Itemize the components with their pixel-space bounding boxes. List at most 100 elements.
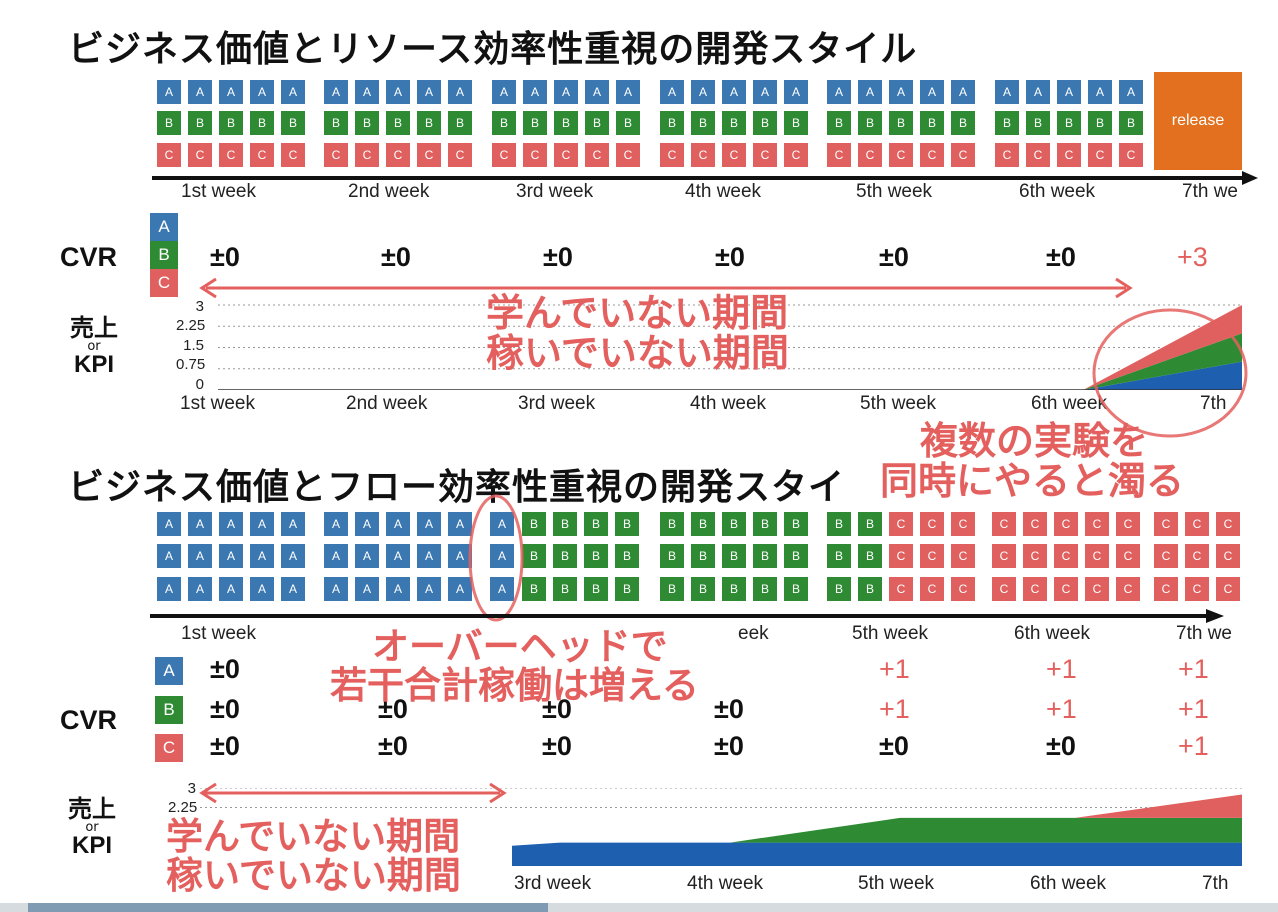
task-block-a: A <box>281 544 305 568</box>
task-block-c: C <box>1023 512 1047 536</box>
task-block-a: A <box>386 512 410 536</box>
task-block-c: C <box>492 143 516 167</box>
bottom-chart-week-3: 3rd week <box>514 873 592 894</box>
task-block-a: A <box>490 577 514 601</box>
bottom-cvr-value: ±0 <box>542 731 572 761</box>
task-block-a: A <box>554 80 578 104</box>
area-series-2 <box>512 817 1242 846</box>
bottom-cvr-value: +1 <box>1178 654 1209 684</box>
task-block-c: C <box>951 577 975 601</box>
top-chart-week-3: 3rd week <box>518 393 596 414</box>
top-week-7: 7th we <box>1182 181 1238 202</box>
task-block-b: B <box>522 544 546 568</box>
task-block-a: A <box>324 512 348 536</box>
top-ytick-0: 0 <box>195 376 204 393</box>
bottom-cvr-value: ±0 <box>210 654 240 684</box>
task-block-a: A <box>157 577 181 601</box>
top-chart-week-5: 5th week <box>860 393 937 414</box>
task-block-c: C <box>1154 512 1178 536</box>
top-badge-b: B <box>150 241 178 269</box>
task-block-a: A <box>660 80 684 104</box>
task-block-b: B <box>616 111 640 135</box>
task-block-c: C <box>827 143 851 167</box>
task-block-a: A <box>219 80 243 104</box>
task-block-c: C <box>951 512 975 536</box>
task-block-b: B <box>219 111 243 135</box>
task-block-a: A <box>691 80 715 104</box>
task-block-b: B <box>858 577 882 601</box>
task-block-b: B <box>753 512 777 536</box>
scrollbar-thumb[interactable] <box>28 903 548 912</box>
task-block-a: A <box>188 544 212 568</box>
task-block-a: A <box>219 577 243 601</box>
task-block-c: C <box>1023 544 1047 568</box>
task-block-b: B <box>722 512 746 536</box>
task-block-c: C <box>995 143 1019 167</box>
area-series-1 <box>512 842 1242 866</box>
task-block-b: B <box>522 512 546 536</box>
task-block-b: B <box>553 544 577 568</box>
task-block-b: B <box>584 544 608 568</box>
task-block-a: A <box>417 80 441 104</box>
task-block-c: C <box>1154 544 1178 568</box>
task-block-b: B <box>660 577 684 601</box>
task-block-c: C <box>920 544 944 568</box>
release-block: release <box>1154 72 1242 170</box>
task-block-c: C <box>992 577 1016 601</box>
task-block-a: A <box>1026 80 1050 104</box>
task-block-a: A <box>157 80 181 104</box>
task-block-b: B <box>492 111 516 135</box>
task-block-a: A <box>355 577 379 601</box>
bottom-scrollbar[interactable] <box>0 903 1278 912</box>
top-ytick-15: 1.5 <box>183 337 204 354</box>
bottom-badge-c: C <box>155 734 183 762</box>
task-block-b: B <box>858 111 882 135</box>
task-block-b: B <box>615 512 639 536</box>
bottom-note-overhead: オーバーヘッドで 若干合計稼働は増える <box>330 625 699 707</box>
bottom-highlight-ellipse <box>468 494 524 622</box>
task-block-b: B <box>753 577 777 601</box>
bottom-week-6: 6th week <box>1014 623 1091 644</box>
task-block-a: A <box>1119 80 1143 104</box>
task-block-c: C <box>951 143 975 167</box>
task-block-c: C <box>219 143 243 167</box>
task-block-a: A <box>448 577 472 601</box>
task-block-a: A <box>722 80 746 104</box>
bottom-cvr-value: +1 <box>879 654 910 684</box>
task-block-c: C <box>992 512 1016 536</box>
task-block-a: A <box>157 544 181 568</box>
top-week-4: 4th week <box>685 181 762 202</box>
task-block-a: A <box>188 512 212 536</box>
top-highlight-circle <box>1092 308 1248 438</box>
task-block-b: B <box>784 512 808 536</box>
task-block-a: A <box>355 512 379 536</box>
task-block-a: A <box>920 80 944 104</box>
task-block-b: B <box>784 577 808 601</box>
bottom-cvr-value: +1 <box>1178 694 1209 724</box>
task-block-b: B <box>858 512 882 536</box>
task-block-b: B <box>722 544 746 568</box>
task-block-c: C <box>386 143 410 167</box>
top-cvr-label: CVR <box>60 242 118 272</box>
task-block-a: A <box>616 80 640 104</box>
task-block-a: A <box>753 80 777 104</box>
task-block-a: A <box>188 577 212 601</box>
task-block-a: A <box>417 512 441 536</box>
task-block-a: A <box>827 80 851 104</box>
task-block-a: A <box>281 577 305 601</box>
top-cvr-1: ±0 <box>210 242 240 272</box>
task-block-b: B <box>784 111 808 135</box>
top-kpi-chart <box>218 304 1242 390</box>
task-block-c: C <box>1054 512 1078 536</box>
top-week-5: 5th week <box>856 181 933 202</box>
task-block-b: B <box>553 577 577 601</box>
bottom-badge-b: B <box>155 696 183 724</box>
task-block-a: A <box>523 80 547 104</box>
task-block-b: B <box>1119 111 1143 135</box>
task-block-b: B <box>691 512 715 536</box>
task-block-c: C <box>722 143 746 167</box>
task-block-b: B <box>827 544 851 568</box>
task-block-c: C <box>1216 577 1240 601</box>
bottom-kpi-chart <box>200 788 1242 866</box>
task-block-a: A <box>250 512 274 536</box>
